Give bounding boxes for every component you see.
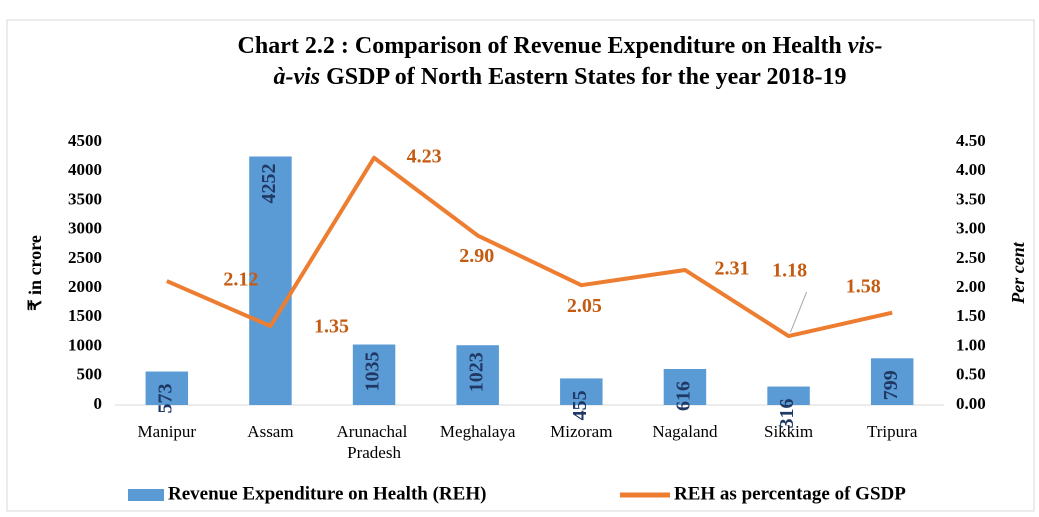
bar-value-label: 1035	[362, 352, 384, 392]
line-value-label: 4.23	[407, 145, 442, 167]
line-value-label: 1.58	[846, 275, 881, 297]
line-value-label: 2.31	[714, 258, 749, 280]
bar	[352, 344, 396, 405]
chart-title-line-1: Chart 2.2 : Comparison of Revenue Expend…	[238, 33, 883, 59]
y2-tick-label: 0.50	[956, 365, 986, 384]
y2-tick-label: 4.50	[956, 131, 986, 150]
x-tick-label: Meghalaya	[440, 422, 516, 441]
bar-value-label: 316	[776, 399, 798, 429]
x-tick-label-line: Pradesh	[347, 443, 401, 462]
bar-value-label: 1023	[465, 352, 487, 392]
bar-value-label: 455	[569, 390, 591, 420]
bar-value-label: 616	[673, 381, 695, 411]
line	[166, 155, 893, 339]
y2-tick-label: 1.00	[956, 335, 986, 354]
bar	[249, 156, 292, 405]
legend-label: REH as percentage of GSDP	[674, 483, 906, 504]
title-part: à-vis	[273, 64, 320, 90]
bar	[145, 371, 189, 405]
y2-tick-label: 2.00	[956, 277, 986, 296]
bar	[870, 358, 914, 405]
bar	[560, 378, 603, 405]
bar	[663, 368, 707, 405]
y2-axis-label: Per cent	[1008, 241, 1028, 304]
y2-tick-label: 2.50	[956, 248, 986, 267]
y-tick-label: 2000	[68, 277, 102, 296]
x-tick-label: Nagaland	[652, 422, 718, 441]
legend-swatch	[128, 489, 164, 501]
y-tick-label: 1500	[68, 306, 102, 325]
leader-line	[790, 291, 808, 333]
bar-value-label: 573	[154, 384, 176, 414]
x-tick-label: Assam	[247, 422, 293, 441]
x-tick-label: Manipur	[138, 422, 197, 441]
chart-border	[6, 19, 1035, 512]
y-tick-label: 3500	[68, 189, 102, 208]
line-value-label: 2.05	[567, 295, 602, 317]
chart-title-line-2: à-vis GSDP of North Eastern States for t…	[273, 64, 846, 90]
y2-tick-label: 0.00	[956, 394, 986, 413]
title-part: Chart 2.2 : Comparison of Revenue Expend…	[238, 33, 848, 59]
legend-label: Revenue Expenditure on Health (REH)	[168, 483, 486, 504]
line-value-label: 2.90	[459, 245, 494, 267]
x-tick-label-line: Arunachal	[337, 422, 412, 441]
x-tick-label: Arunachal Pradesh	[337, 422, 412, 462]
y-tick-label: 3000	[68, 219, 102, 238]
y-axis-label: ₹ in crore	[25, 235, 45, 311]
y-tick-label: 4500	[68, 131, 102, 150]
y2-tick-label: 4.00	[956, 160, 986, 179]
y2-tick-label: 3.50	[956, 189, 986, 208]
line-value-label: 1.18	[772, 260, 807, 282]
x-tick-label: Mizoram	[550, 422, 612, 441]
bar	[456, 345, 499, 405]
bar-value-label: 799	[880, 370, 902, 400]
x-tick-label: Tripura	[867, 422, 918, 441]
title-part: vis-	[848, 33, 883, 59]
x-tick-label: Sikkim	[764, 422, 813, 441]
y-tick-label: 500	[77, 365, 103, 384]
line-value-label: 2.12	[223, 269, 258, 291]
title-part: GSDP of North Eastern States for the yea…	[320, 64, 846, 90]
bar-value-label: 4252	[258, 163, 280, 203]
y-tick-label: 4000	[68, 160, 102, 179]
y-tick-label: 2500	[68, 248, 102, 267]
y-tick-label: 0	[94, 394, 103, 413]
y2-tick-label: 1.50	[956, 306, 986, 325]
bar	[767, 386, 810, 405]
y-tick-label: 1000	[68, 335, 102, 354]
line-value-label: 1.35	[314, 316, 349, 338]
y2-tick-label: 3.00	[956, 219, 986, 238]
